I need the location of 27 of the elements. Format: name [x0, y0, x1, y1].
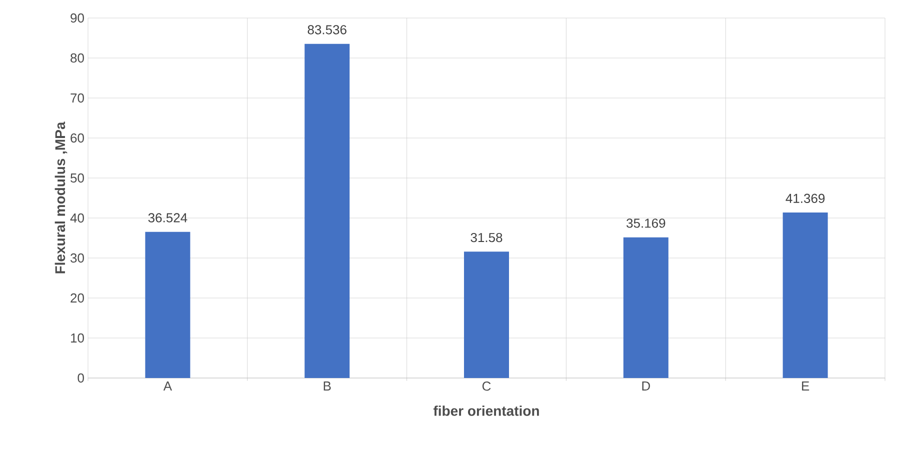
y-axis-title: Flexural modulus ,MPa	[54, 122, 68, 274]
x-tick-label: D	[642, 382, 650, 390]
bar	[145, 232, 190, 378]
y-tick-label: 60	[70, 133, 84, 143]
y-tick-label: 80	[70, 53, 84, 63]
data-label: 35.169	[626, 218, 666, 228]
bar	[782, 212, 828, 378]
x-tick-label: A	[163, 382, 172, 390]
data-label: 31.58	[470, 232, 502, 242]
y-tick-label: 90	[70, 13, 84, 23]
y-tick-label: 30	[70, 253, 84, 263]
bar	[304, 44, 350, 378]
y-tick-label: 10	[71, 333, 84, 343]
y-tick-label: 50	[70, 173, 84, 183]
data-label: 83.536	[308, 25, 346, 34]
y-tick-label: 20	[70, 293, 84, 303]
y-tick-label: 70	[70, 93, 84, 103]
bar	[623, 237, 668, 378]
y-tick-label: 40	[70, 213, 84, 223]
x-tick-label: C	[482, 382, 491, 391]
x-axis-title: fiber orientation	[433, 406, 539, 416]
data-label: 41.369	[786, 194, 825, 203]
x-tick-label: B	[324, 382, 331, 390]
y-tick-label: 0	[78, 373, 84, 383]
x-tick-label: E	[802, 382, 810, 390]
data-label: 36.524	[148, 213, 188, 222]
bar	[464, 252, 509, 378]
